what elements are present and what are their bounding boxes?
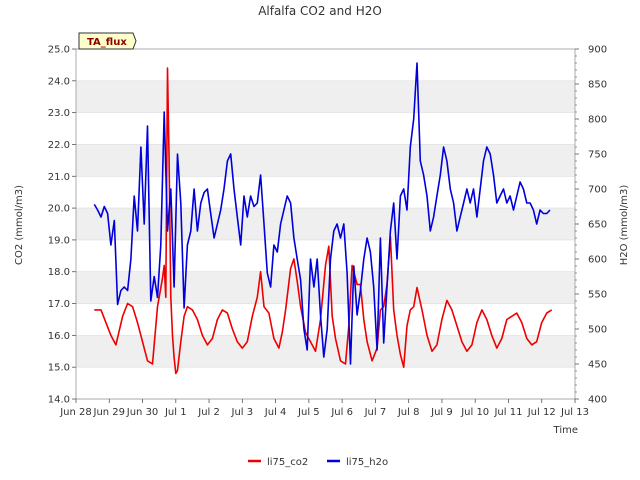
y-right-tick-label: 650 [588, 220, 607, 231]
x-tick-label: Jul 12 [527, 407, 556, 418]
y-right-tick-label: 700 [588, 185, 607, 196]
x-axis-title: Time [553, 425, 578, 436]
y-right-tick-label: 550 [588, 290, 607, 301]
y-right-tick-label: 500 [588, 325, 607, 336]
x-tick-label: Jul 13 [560, 407, 589, 418]
x-tick-label: Jul 8 [397, 407, 420, 418]
y-left-tick-label: 21.0 [48, 172, 70, 183]
y-right-tick-label: 750 [588, 150, 607, 161]
series-layer [93, 62, 553, 375]
x-tick-label: Jul 9 [430, 407, 453, 418]
legend: li75_co2 li75_h2o [248, 457, 388, 468]
x-tick-label: Jul 7 [364, 407, 387, 418]
series-line-li75_h2o [93, 62, 551, 365]
y-left-tick-label: 15.0 [48, 363, 70, 374]
y-right-tick-label: 600 [588, 255, 607, 266]
x-tick-label: Jul 10 [460, 407, 489, 418]
y-right-tick-label: 850 [588, 80, 607, 91]
y-left-tick-label: 22.0 [48, 140, 70, 151]
y-right-tick-label: 800 [588, 115, 607, 126]
x-tick-label: Jul 2 [197, 407, 220, 418]
series-line-li75_co2 [94, 67, 553, 375]
y-right-tick-label: 450 [588, 360, 607, 371]
legend-label-li75_h2o: li75_h2o [346, 457, 388, 468]
y-right-tick-label: 900 [588, 45, 607, 56]
y-left-tick-label: 16.0 [48, 331, 70, 342]
grid-band [76, 80, 575, 113]
y-left-tick-label: 18.0 [48, 267, 70, 278]
x-tick-label: Jul 6 [330, 407, 353, 418]
legend-label-li75_co2: li75_co2 [267, 457, 308, 468]
x-tick-label: Jul 1 [164, 407, 187, 418]
y-left-axis-title: CO2 (mmol/m3) [14, 185, 25, 265]
x-tick-label: Jun 30 [126, 407, 159, 418]
y-left-tick-label: 24.0 [48, 76, 70, 87]
y-left-tick-label: 23.0 [48, 108, 70, 119]
ta-flux-badge: TA_flux [78, 32, 137, 50]
grid-band [76, 144, 575, 177]
ticks: Jun 28 Jun 29 Jun 30 Jul 1 Jul 2 Jul 3 Jul 4 Ju… [48, 45, 607, 419]
x-tick-label: Jun 28 [59, 407, 92, 418]
grid-band [76, 208, 575, 240]
y-right-axis-title: H2O (mmol/m3) [619, 185, 630, 266]
x-tick-label: Jul 5 [297, 407, 320, 418]
y-left-tick-label: 19.0 [48, 235, 70, 246]
y-right-tick-label: 400 [588, 395, 607, 406]
chart-title: Alfalfa CO2 and H2O [258, 4, 382, 18]
x-tick-label: Jul 3 [231, 407, 254, 418]
x-tick-label: Jul 4 [264, 407, 287, 418]
y-left-tick-label: 17.0 [48, 299, 70, 310]
y-left-tick-label: 25.0 [48, 45, 70, 56]
badge-label: TA_flux [87, 37, 127, 48]
y-left-tick-label: 20.0 [48, 204, 70, 215]
y-left-tick-label: 14.0 [48, 395, 70, 406]
x-tick-label: Jul 11 [493, 407, 522, 418]
x-tick-label: Jun 29 [93, 407, 126, 418]
badge-shape [78, 32, 137, 50]
